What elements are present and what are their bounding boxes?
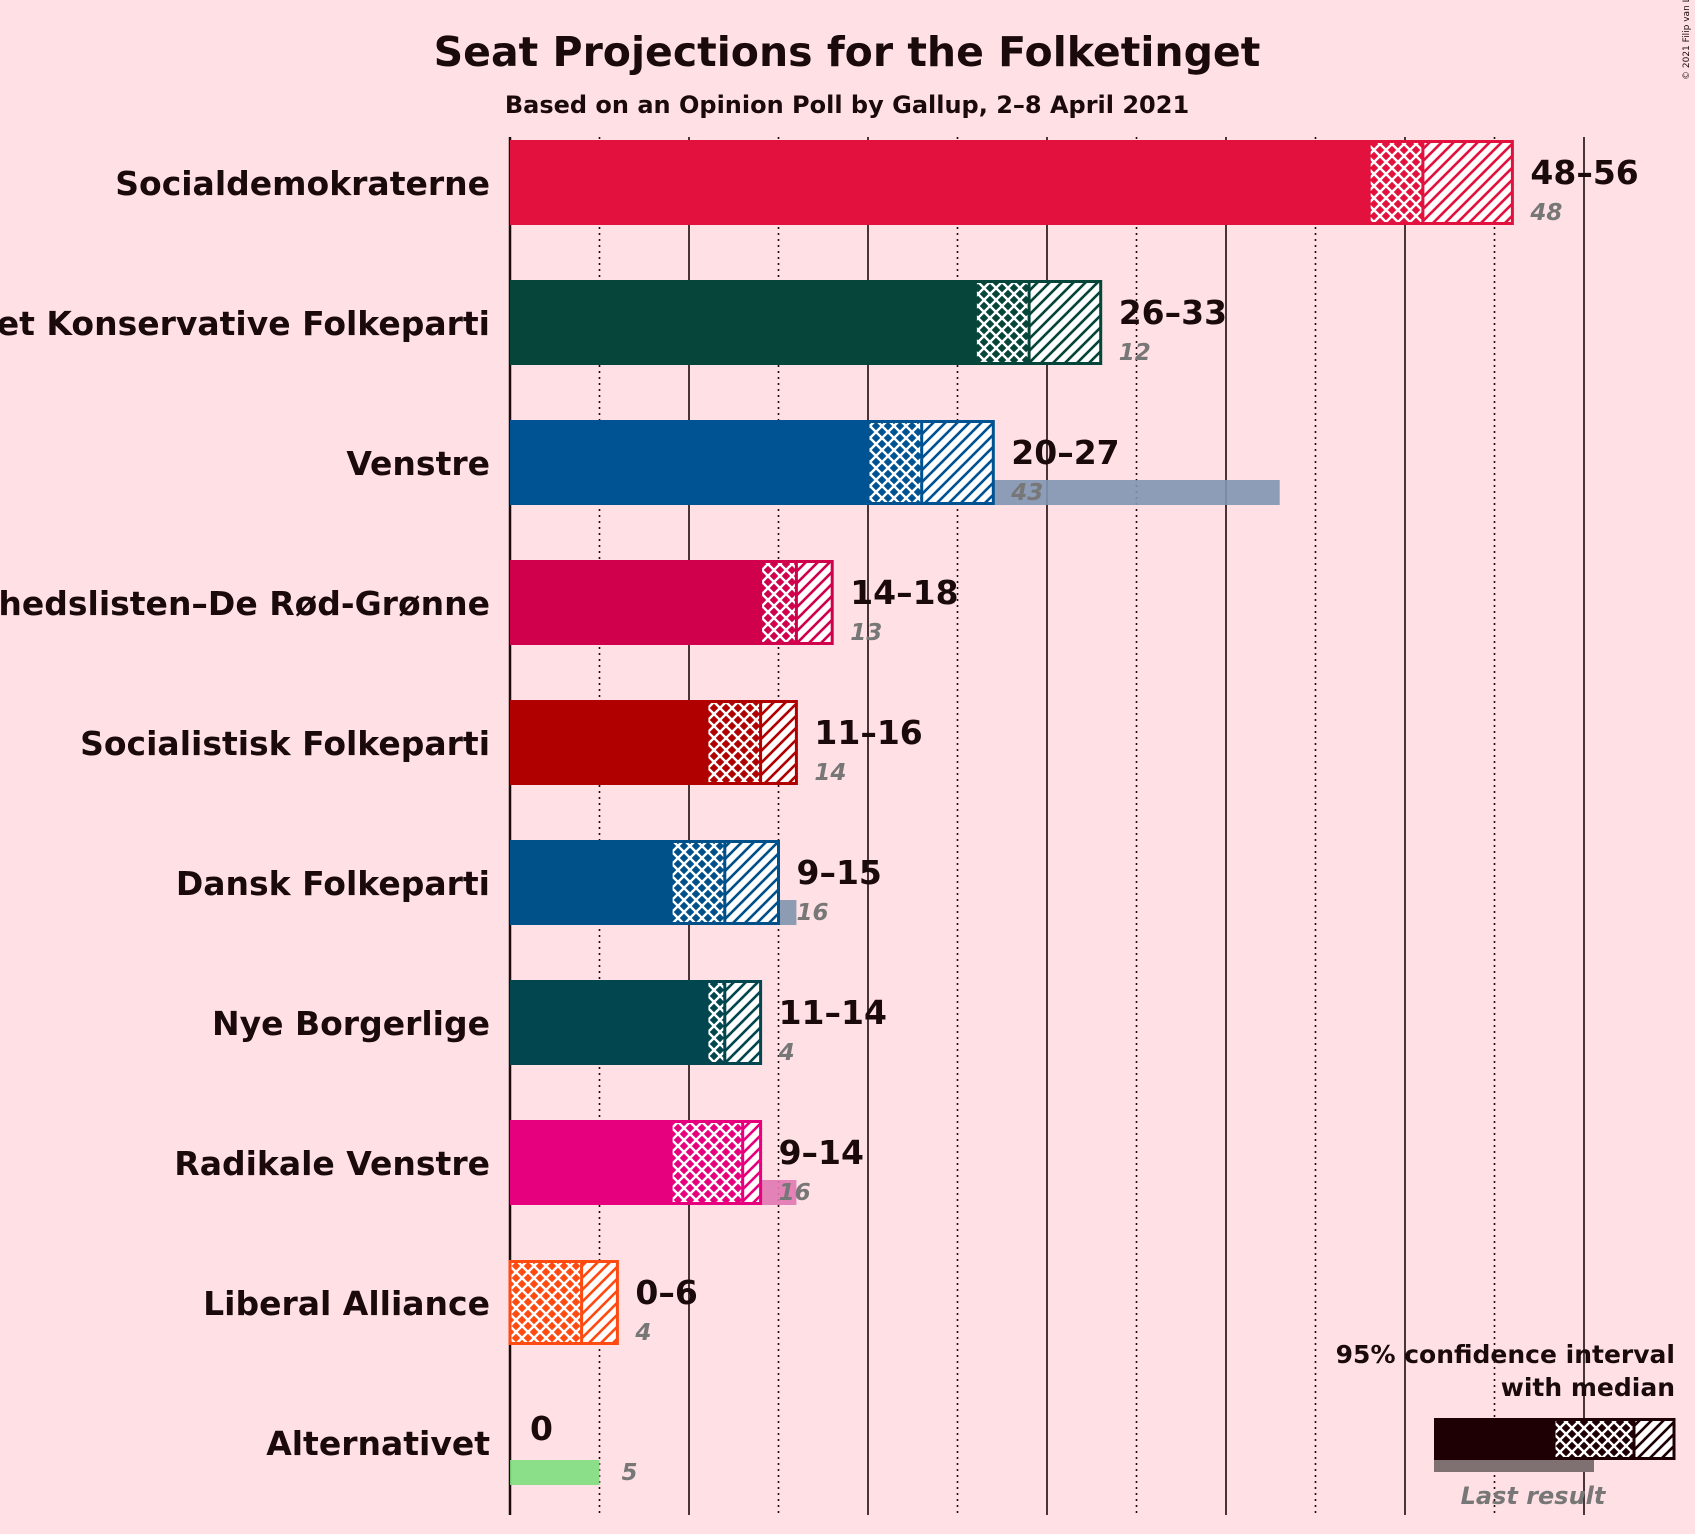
ci-upper-segment — [760, 700, 797, 785]
last-result-label: 5 — [622, 1460, 638, 1486]
party-label: Venstre — [346, 444, 490, 483]
range-label: 14–18 — [850, 573, 958, 612]
range-label: 11–14 — [779, 993, 887, 1032]
legend-ci-line2: with median — [1501, 1373, 1675, 1402]
range-label: 9–15 — [797, 853, 882, 892]
ci-lower-segment — [1369, 140, 1423, 225]
copyright-notice: © 2021 Filip van Laenen — [1682, 0, 1692, 80]
party-label: Liberal Alliance — [203, 1284, 490, 1323]
gridlines — [508, 137, 1585, 1515]
projection-bar — [510, 700, 707, 785]
last-result-label: 14 — [814, 760, 846, 786]
ci-upper-segment — [1029, 280, 1101, 365]
party-label: Socialdemokraterne — [115, 164, 490, 203]
projection-bar — [510, 1120, 672, 1205]
party-label: Det Konservative Folkeparti — [0, 304, 490, 343]
ci-lower-segment — [510, 1260, 582, 1345]
projection-bar — [510, 420, 868, 505]
chart-title: Seat Projections for the Folketinget — [434, 28, 1261, 76]
chart-subtitle: Based on an Opinion Poll by Gallup, 2–8 … — [505, 91, 1189, 119]
ci-upper-segment — [581, 1260, 618, 1345]
legend-solid-bar — [1434, 1418, 1554, 1460]
ci-upper-segment — [724, 840, 779, 925]
ci-outline — [866, 420, 995, 505]
ci-upper-segment — [724, 980, 761, 1065]
last-result-label: 4 — [778, 1040, 795, 1066]
legend-ci-upper — [1634, 1418, 1674, 1460]
legend-ci-line1: 95% confidence interval — [1336, 1340, 1675, 1369]
ci-lower-segment — [706, 980, 725, 1065]
projection-bar — [510, 140, 1370, 225]
party-label: Radikale Venstre — [174, 1144, 490, 1183]
ci-upper-segment — [796, 560, 833, 645]
party-label: Socialistisk Folkeparti — [80, 724, 490, 763]
legend: 95% confidence interval with median Last… — [1336, 1340, 1676, 1510]
last-result-label: 16 — [779, 1180, 811, 1206]
last-result-bar — [510, 1460, 600, 1485]
range-label: 48–56 — [1530, 153, 1638, 192]
ci-lower-segment — [975, 280, 1030, 365]
last-result-label: 12 — [1119, 340, 1151, 366]
legend-ci-lower — [1554, 1418, 1634, 1460]
ci-lower-segment — [671, 840, 725, 925]
legend-ci-outline — [1552, 1418, 1676, 1460]
range-label: 11–16 — [814, 713, 922, 752]
last-result-label: 48 — [1529, 200, 1562, 226]
ci-outline — [669, 1120, 763, 1205]
last-result-label: 13 — [850, 620, 882, 646]
ci-outline — [508, 1260, 619, 1345]
last-result-label: 16 — [797, 900, 829, 926]
range-label: 0–6 — [635, 1273, 697, 1312]
projection-bar — [510, 560, 761, 645]
range-label: 0 — [530, 1409, 553, 1448]
range-label: 9–14 — [779, 1133, 864, 1172]
party-label: Alternativet — [266, 1424, 490, 1463]
ci-upper-segment — [742, 1120, 761, 1205]
legend-last-result: Last result — [1461, 1482, 1607, 1510]
ci-outline — [1367, 140, 1514, 225]
labels: Socialdemokraterne 48–56 48 Det Konservativ… — [0, 153, 1639, 1486]
ci-upper-segment — [921, 420, 994, 505]
last-result-label: 43 — [1010, 480, 1043, 506]
ci-outline — [705, 700, 798, 785]
ci-lower-segment — [706, 700, 761, 785]
ci-upper-segment — [1422, 140, 1513, 225]
bars — [508, 140, 1514, 1485]
ci-outline — [973, 280, 1103, 365]
ci-outline — [705, 980, 763, 1065]
range-label: 20–27 — [1011, 433, 1119, 472]
ci-lower-segment — [671, 1120, 743, 1205]
party-label: Dansk Folkeparti — [176, 864, 490, 903]
party-label: Nye Borgerlige — [212, 1004, 490, 1043]
ci-lower-segment — [868, 420, 922, 505]
party-label: Enhedslisten–De Rød-Grønne — [0, 584, 490, 623]
range-label: 26–33 — [1119, 293, 1227, 332]
projection-bar — [510, 980, 707, 1065]
ci-lower-segment — [760, 560, 797, 645]
projection-bar — [510, 280, 976, 365]
last-result-label: 4 — [634, 1320, 651, 1346]
projection-bar — [510, 840, 672, 925]
